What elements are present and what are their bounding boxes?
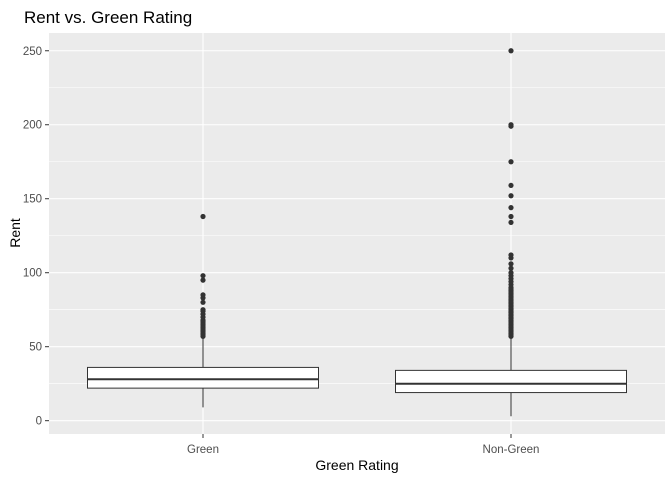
y-tick-label: 250 [23, 46, 42, 58]
y-axis: 0 50 100 150 200 250 [23, 46, 49, 428]
outlier-point [200, 273, 206, 279]
outlier-point [508, 270, 514, 276]
x-tick-label: Green [187, 444, 219, 456]
outlier-point [508, 205, 514, 211]
boxes-layer [87, 48, 627, 417]
iqr-box [395, 369, 627, 394]
outlier-point [508, 213, 514, 220]
y-tick-label: 50 [29, 342, 42, 354]
outlier-point [508, 182, 514, 189]
outlier-point [200, 292, 206, 298]
x-axis: Green Non-Green [187, 434, 539, 456]
outlier-point [508, 48, 514, 54]
y-tick-label: 100 [23, 268, 42, 280]
x-axis-title: Green Rating [315, 457, 398, 473]
outlier-point [508, 261, 514, 267]
outlier-point [200, 307, 206, 313]
x-tick-label: Non-Green [483, 444, 540, 456]
y-axis-title: Rent [7, 218, 23, 248]
grid-lines [49, 33, 665, 434]
outlier-point [200, 277, 206, 283]
outlier-point [200, 213, 206, 220]
y-tick-label: 200 [23, 120, 42, 132]
outlier-point [200, 299, 206, 305]
iqr-box [87, 366, 319, 389]
outlier-point [508, 252, 514, 258]
outlier-point [508, 122, 514, 128]
box-green [87, 213, 319, 408]
outlier-point [508, 265, 514, 271]
y-tick-label: 150 [23, 194, 42, 206]
y-tick-label: 0 [36, 416, 42, 428]
outlier-point [508, 219, 514, 226]
outlier-point [508, 159, 514, 165]
outlier-point [508, 193, 514, 199]
box-non-green [395, 48, 627, 417]
chart-title: Rent vs. Green Rating [24, 8, 192, 27]
